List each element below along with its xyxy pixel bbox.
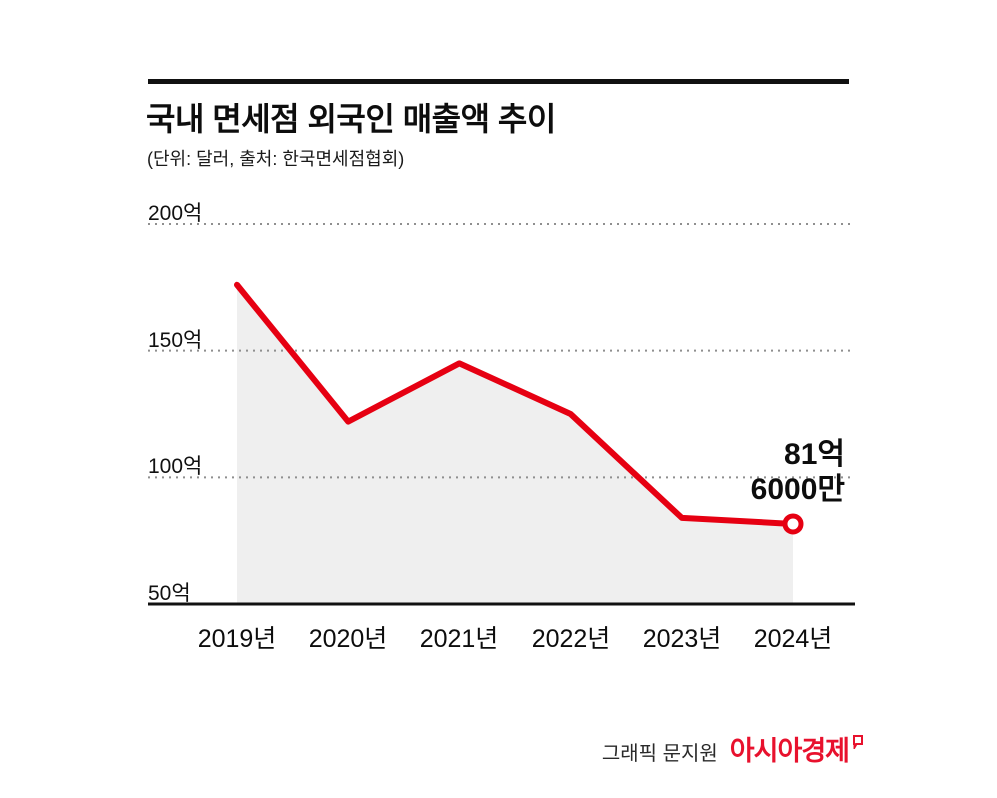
credit-footer: 그래픽 문지원 아시아경제 bbox=[602, 729, 864, 768]
chart-title: 국내 면세점 외국인 매출액 추이 bbox=[146, 101, 556, 137]
brand-logo-text: 아시아경제 bbox=[730, 729, 864, 768]
y-axis-tick-200: 200억 bbox=[148, 202, 203, 225]
x-axis-label-2022: 2022년 bbox=[531, 625, 611, 653]
x-axis-label-2021: 2021년 bbox=[419, 625, 499, 653]
y-axis-tick-150: 150억 bbox=[148, 329, 203, 352]
last-point-value-annotation: 81억 6000만 bbox=[751, 437, 845, 508]
y-axis-tick-50: 50억 bbox=[148, 582, 191, 605]
annotation-line-1: 81억 bbox=[784, 438, 845, 471]
asiae-logo-mark-icon bbox=[852, 725, 864, 756]
brand-name: 아시아경제 bbox=[729, 736, 850, 766]
sales-line bbox=[234, 281, 796, 527]
x-axis-label-2019: 2019년 bbox=[197, 625, 277, 653]
annotation-line-2: 6000만 bbox=[750, 473, 845, 507]
graphic-credit: 그래픽 문지원 bbox=[601, 743, 718, 765]
x-axis-label-2020: 2020년 bbox=[308, 625, 388, 653]
last-point-marker bbox=[782, 513, 804, 535]
x-axis-label-2023: 2023년 bbox=[642, 625, 722, 653]
x-axis-label-2024: 2024년 bbox=[753, 625, 833, 653]
y-axis-tick-100: 100억 bbox=[148, 455, 203, 478]
area-fill bbox=[237, 284, 793, 604]
title-top-rule bbox=[148, 79, 849, 84]
chart-subtitle: (단위: 달러, 출처: 한국면세점협회) bbox=[147, 149, 405, 169]
